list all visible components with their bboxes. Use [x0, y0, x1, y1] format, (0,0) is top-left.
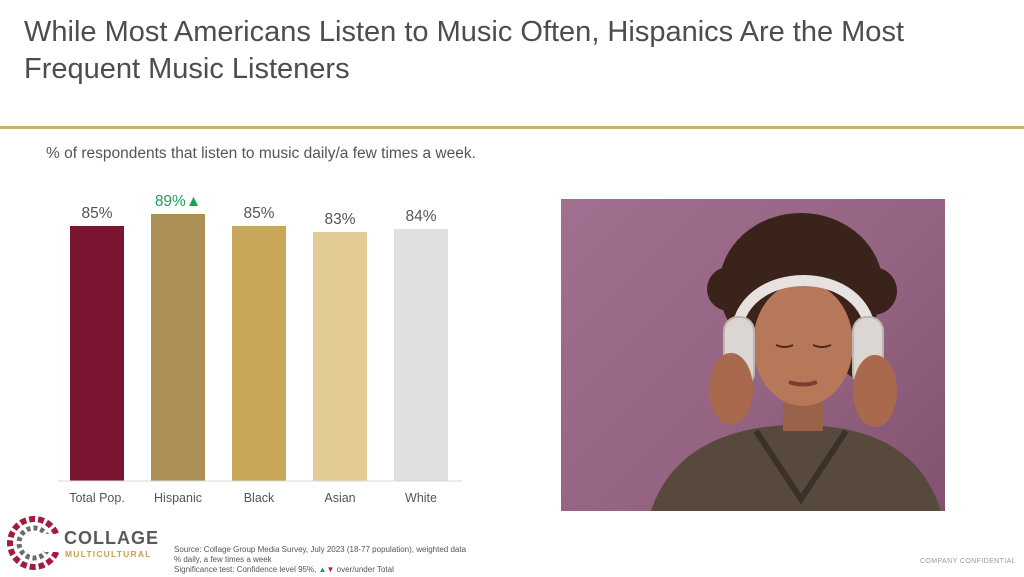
category-label: White — [405, 491, 437, 505]
title-divider — [0, 126, 1024, 129]
data-label: 85% — [81, 205, 112, 222]
data-label: 85% — [243, 205, 274, 222]
bar-hispanic — [151, 214, 205, 481]
bar-asian — [313, 232, 367, 481]
slide-title: While Most Americans Listen to Music Oft… — [24, 16, 904, 85]
down-triangle-icon: ▼ — [326, 565, 335, 574]
logo-tagline: MULTICULTURAL — [65, 549, 152, 559]
footnote-definition: % daily, a few times a week — [174, 555, 272, 564]
category-label: Total Pop. — [69, 491, 125, 505]
confidential-label: COMPANY CONFIDENTIAL — [919, 558, 1016, 565]
footnote-source: Source: Collage Group Media Survey, July… — [174, 545, 467, 554]
collage-logo-icon — [7, 516, 62, 570]
bar-black — [232, 226, 286, 481]
data-label: 89%▲ — [155, 193, 201, 210]
bar-total-pop — [70, 226, 124, 481]
woman-listening-with-headphones-image — [561, 199, 945, 511]
bar-white — [394, 229, 448, 481]
category-label: Black — [244, 491, 275, 505]
woman-listening-with-headphones-icon — [651, 213, 941, 511]
category-label: Asian — [324, 491, 355, 505]
data-label: 83% — [324, 211, 355, 228]
category-label: Hispanic — [154, 491, 202, 505]
data-label: 84% — [405, 208, 436, 225]
significance-text: Significance test: Confidence level 95%, — [174, 565, 317, 574]
footnote-significance: Significance test: Confidence level 95%,… — [174, 565, 466, 575]
up-triangle-icon: ▲ — [318, 565, 327, 574]
collage-logo: COLLAGE MULTICULTURAL — [6, 514, 159, 572]
significance-suffix: over/under Total — [336, 565, 394, 574]
logo-wordmark: COLLAGE — [64, 528, 159, 548]
bar-chart: 85% Total Pop. 89%▲ Hispanic 85% Black 83% Asia… — [58, 193, 462, 505]
source-footnote: Source: Collage Group Media Survey, July… — [174, 545, 466, 575]
chart-subtitle: % of respondents that listen to music da… — [46, 145, 476, 162]
